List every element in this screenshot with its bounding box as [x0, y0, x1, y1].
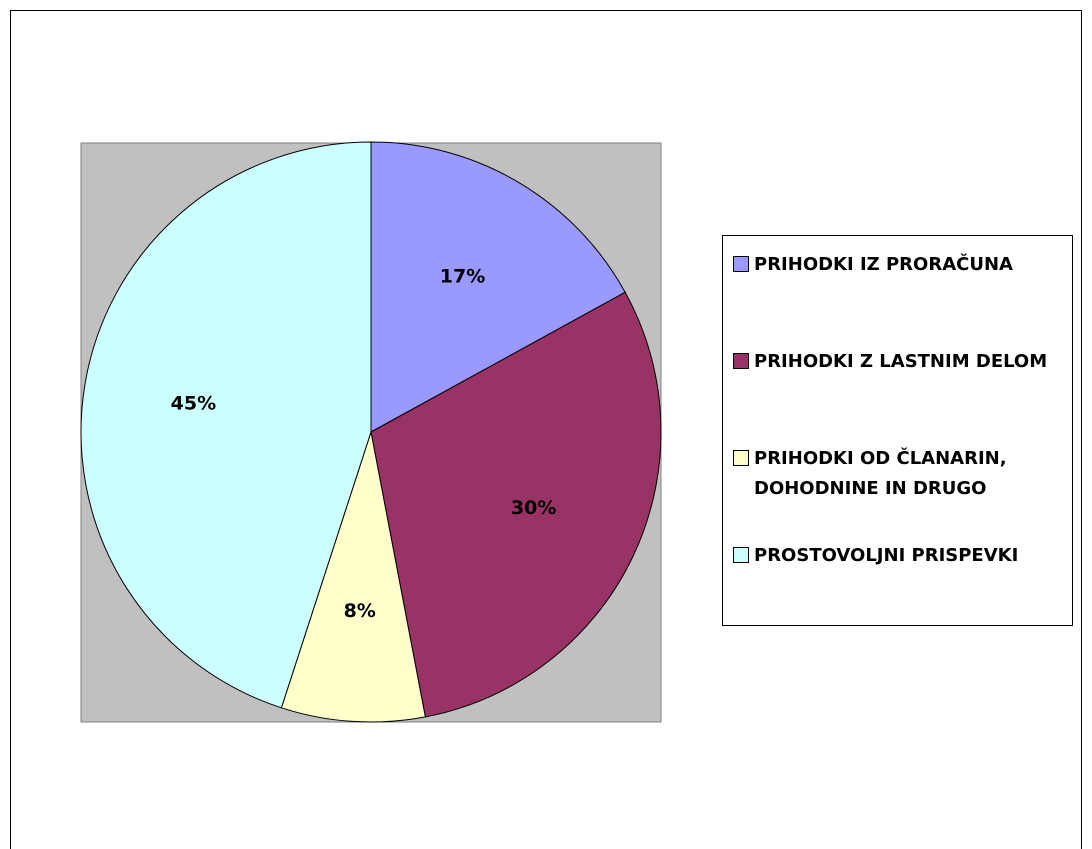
legend-swatch: [733, 353, 749, 369]
data-label: 30%: [511, 497, 556, 519]
pie-slice: [370, 291, 662, 718]
pie: 17% 30% 8% 45%: [80, 141, 662, 723]
legend-entry: PRIHODKI IZ PRORAČUNA: [733, 250, 1068, 280]
legend-entry: PRIHODKI OD ČLANARIN, DOHODNINE IN DRUGO: [733, 444, 1068, 504]
legend-swatch: [733, 256, 749, 272]
data-label: 45%: [171, 392, 216, 414]
legend: PRIHODKI IZ PRORAČUNA PRIHODKI Z LASTNIM …: [722, 235, 1073, 626]
legend-swatch: [733, 450, 749, 466]
legend-entry: PROSTOVOLJNI PRISPEVKI: [733, 541, 1068, 571]
pie-slice: [80, 141, 372, 709]
data-label: 17%: [440, 266, 485, 288]
data-label: 8%: [344, 600, 376, 622]
legend-label: PROSTOVOLJNI PRISPEVKI: [754, 545, 1019, 566]
legend-label: PRIHODKI OD ČLANARIN, DOHODNINE IN DRUGO: [754, 448, 1007, 499]
legend-entry: PRIHODKI Z LASTNIM DELOM: [733, 347, 1068, 377]
legend-label: PRIHODKI Z LASTNIM DELOM: [754, 351, 1048, 372]
pie-slice: [370, 141, 626, 433]
pie-slice: [280, 431, 426, 723]
legend-swatch: [733, 547, 749, 563]
legend-label: PRIHODKI IZ PRORAČUNA: [754, 254, 1013, 275]
